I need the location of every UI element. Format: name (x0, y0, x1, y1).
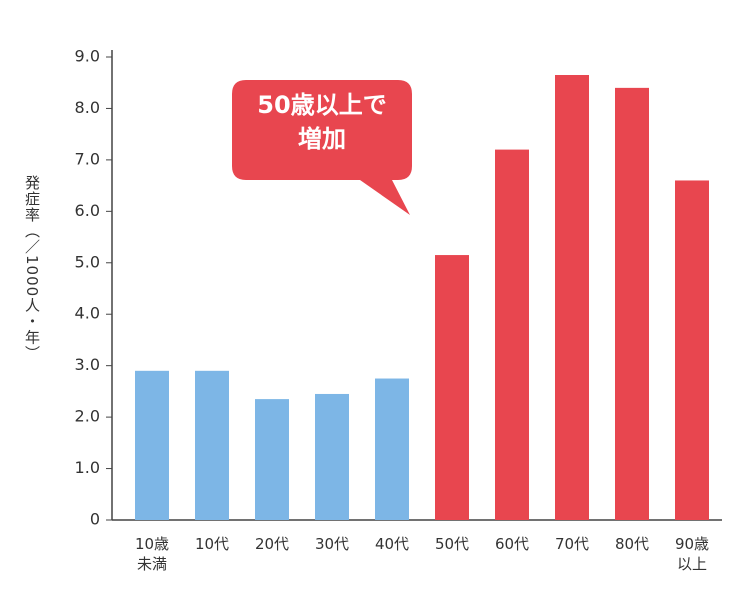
callout-bubble (232, 80, 412, 215)
y-tick-label: 0 (90, 510, 100, 529)
y-tick-label: 9.0 (75, 47, 100, 66)
bar (375, 378, 409, 520)
bar (495, 149, 529, 520)
x-tick-label: 20代 (254, 535, 290, 553)
x-tick-label: 90歳 以上 (674, 535, 710, 573)
bar (615, 87, 649, 520)
y-tick-label: 3.0 (75, 355, 100, 374)
y-axis-label: 発症率（／1000人・年） (23, 175, 41, 362)
bar (315, 393, 349, 520)
x-tick-label: 40代 (374, 535, 410, 553)
y-tick-label: 7.0 (75, 149, 100, 168)
x-tick-label: 80代 (614, 535, 650, 553)
y-tick-label: 5.0 (75, 252, 100, 271)
y-tick-label: 6.0 (75, 201, 100, 220)
x-tick-label: 10代 (194, 535, 230, 553)
bar (255, 399, 289, 520)
y-tick-label: 4.0 (75, 304, 100, 323)
bar (135, 370, 169, 520)
annotation: 50歳以上で 増加 (257, 91, 387, 153)
bar (675, 180, 709, 520)
x-tick-label: 10歳 未満 (134, 535, 170, 573)
x-tick-label: 50代 (434, 535, 470, 553)
bar (195, 370, 229, 520)
y-tick-label: 8.0 (75, 98, 100, 117)
bar (435, 255, 469, 521)
x-tick-label: 30代 (314, 535, 350, 553)
y-tick-label: 1.0 (75, 458, 100, 477)
x-tick-label: 70代 (554, 535, 590, 553)
x-tick-label: 60代 (494, 535, 530, 553)
bar (555, 75, 589, 520)
y-tick-label: 2.0 (75, 407, 100, 426)
